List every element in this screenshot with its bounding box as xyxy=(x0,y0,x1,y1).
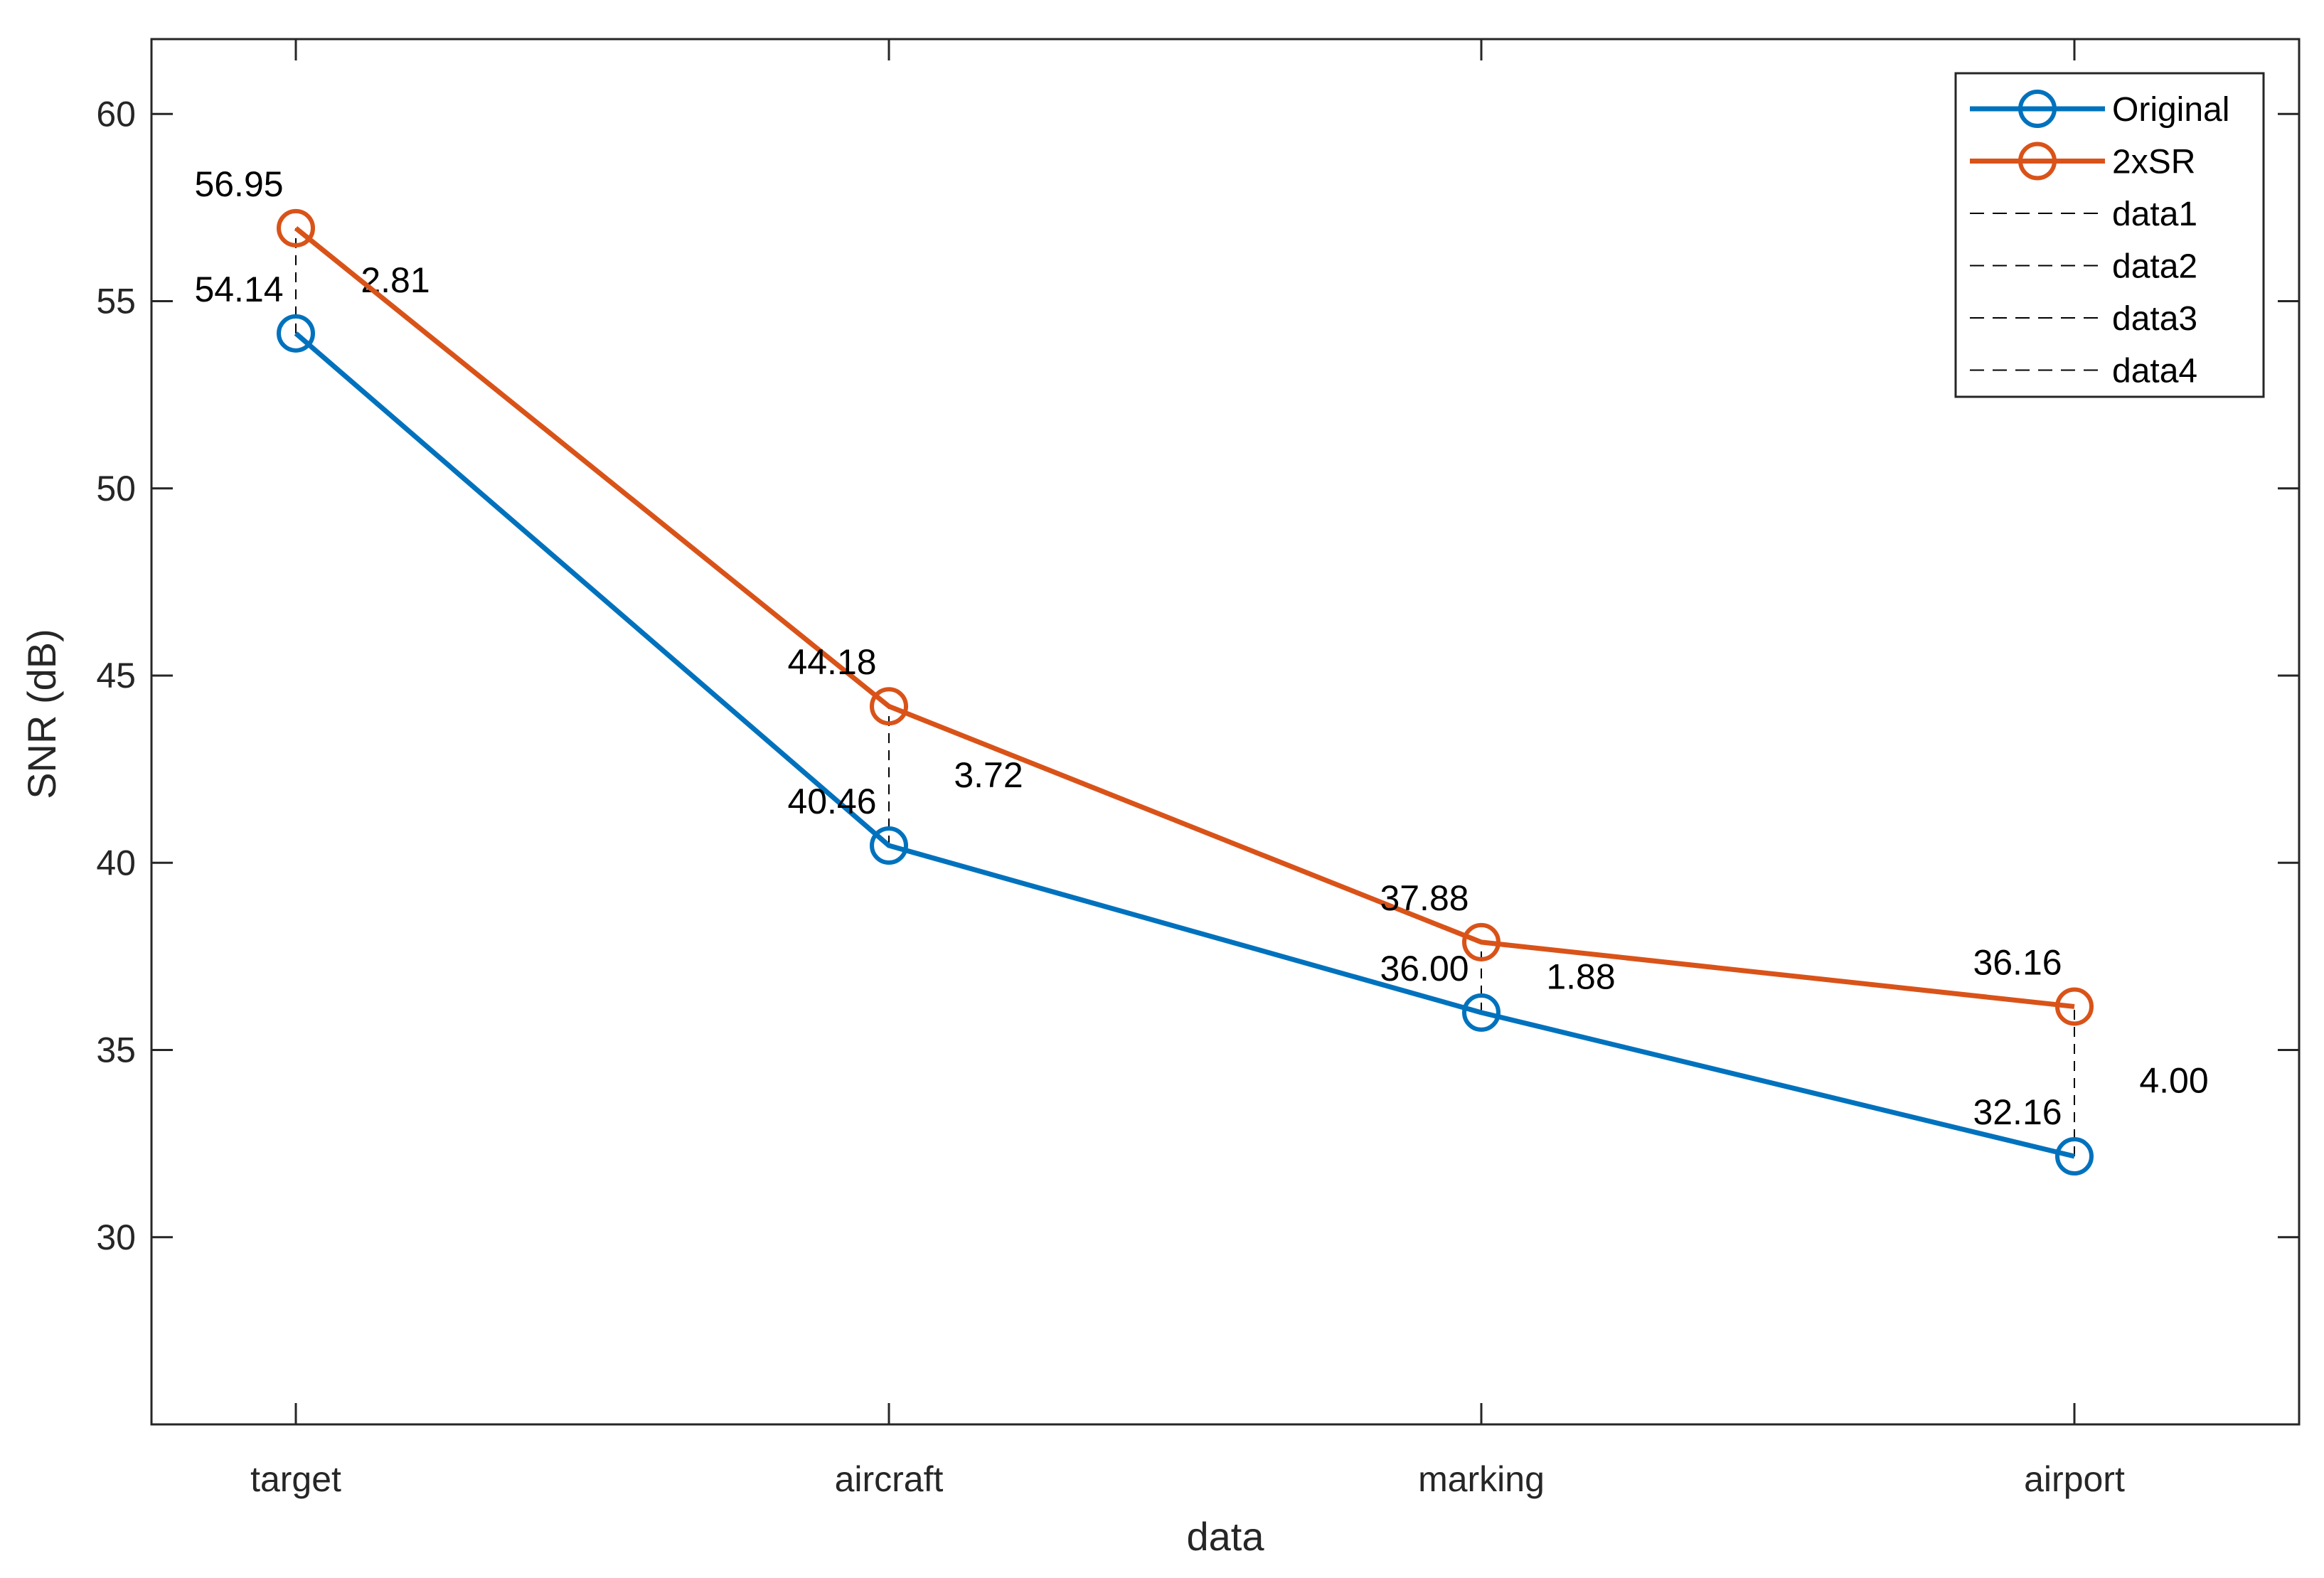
difference-label-data3: 1.88 xyxy=(1546,956,1615,996)
y-tick-label: 60 xyxy=(96,94,136,134)
y-tick-label: 40 xyxy=(96,843,136,883)
y-axis-label: SNR (dB) xyxy=(19,629,64,799)
legend-marker-Original xyxy=(2018,90,2057,128)
y-tick-label: 50 xyxy=(96,469,136,508)
legend-label-data2: data2 xyxy=(2112,248,2197,286)
axes-box xyxy=(150,38,2301,1426)
x-axis-label: data xyxy=(1187,1514,1265,1559)
point-label-Original: 54.14 xyxy=(194,270,283,309)
point-label-2xSR: 44.18 xyxy=(787,642,876,682)
series-point-Original xyxy=(1462,993,1501,1032)
legend-label-2xSR: 2xSR xyxy=(2112,144,2195,181)
x-tick-label-airport: airport xyxy=(2024,1459,2125,1499)
series-point-Original xyxy=(277,314,315,353)
plot-area: 2.81 3.72 1.88 4.00 54.14 40.46 36.00 32.16 56.9… xyxy=(194,164,2209,1176)
point-label-2xSR: 36.16 xyxy=(1973,942,2062,982)
x-tick-label-target: target xyxy=(250,1459,341,1499)
series-line-Original xyxy=(294,331,2075,1159)
series-point-Original xyxy=(2055,1137,2094,1176)
x-tick-label-marking: marking xyxy=(1418,1459,1545,1499)
series-point-Original xyxy=(870,826,908,865)
legend-label-data1: data1 xyxy=(2112,196,2197,233)
series-point-2xSR xyxy=(870,687,908,726)
legend-label-Original: Original xyxy=(2112,91,2229,129)
legend-label-data4: data4 xyxy=(2112,353,2197,390)
legend-box xyxy=(1954,72,2265,398)
series-point-2xSR xyxy=(1462,922,1501,961)
y-tick-label: 30 xyxy=(96,1217,136,1257)
legend: Original 2xSR data1 data2 data3 data4 xyxy=(1954,72,2265,398)
y-tick-label: 45 xyxy=(96,656,136,695)
point-label-2xSR: 37.88 xyxy=(1380,878,1469,918)
difference-label-data1: 2.81 xyxy=(361,260,430,300)
point-label-Original: 36.00 xyxy=(1380,949,1469,988)
legend-label-data3: data3 xyxy=(2112,300,2197,338)
legend-marker-2xSR xyxy=(2018,142,2057,181)
x-tick-label-aircraft: aircraft xyxy=(835,1459,944,1499)
series-point-2xSR xyxy=(2055,987,2094,1026)
y-tick-label: 35 xyxy=(96,1030,136,1070)
point-label-2xSR: 56.95 xyxy=(194,164,283,204)
difference-label-data2: 3.72 xyxy=(954,755,1023,795)
series-point-2xSR xyxy=(277,208,315,247)
difference-label-data4: 4.00 xyxy=(2139,1061,2208,1101)
series-line-2xSR xyxy=(294,226,2075,1009)
point-label-Original: 32.16 xyxy=(1973,1092,2062,1132)
point-label-Original: 40.46 xyxy=(787,782,876,821)
y-tick-label: 55 xyxy=(96,282,136,321)
axes: 30 35 40 45 50 55 60 target aircraft marking airpo… xyxy=(96,38,2301,1499)
